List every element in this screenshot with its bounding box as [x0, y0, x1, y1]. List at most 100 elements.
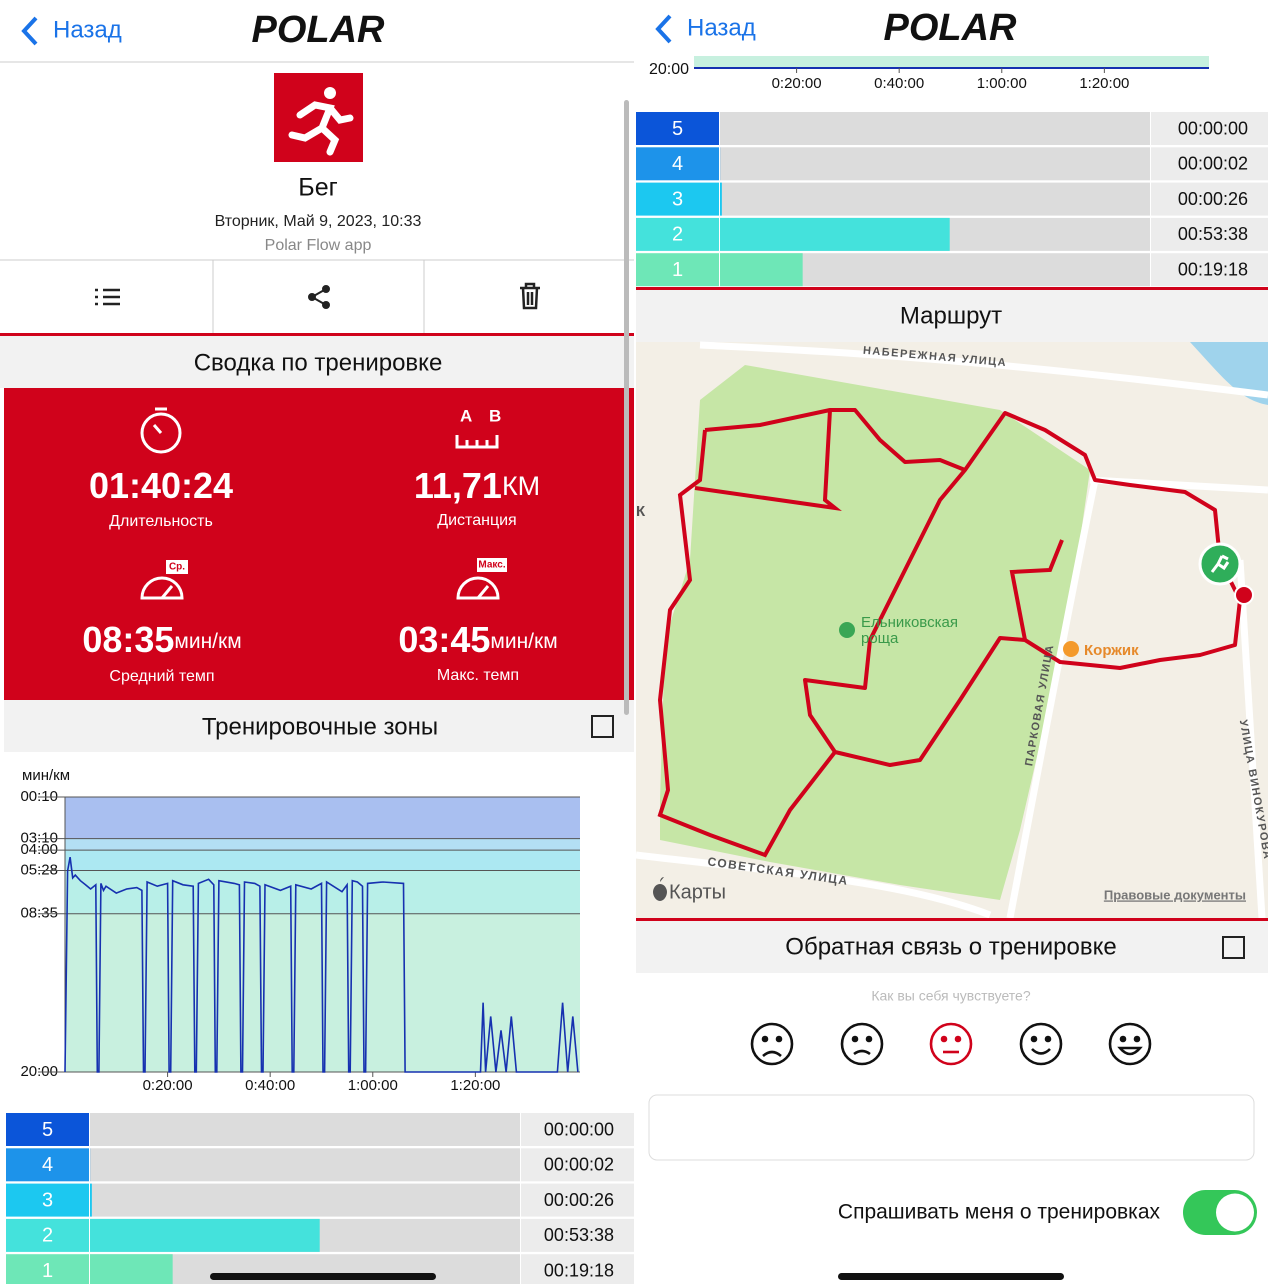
scrollbar — [624, 100, 629, 715]
zone-bar — [90, 1254, 173, 1284]
stat-number: 01:40:24 — [89, 465, 233, 506]
y-tick-label: 20:00 — [20, 1063, 58, 1080]
feedback-question: Как вы себя чувствуете? — [871, 988, 1030, 1004]
eye — [1044, 1035, 1052, 1043]
poi-label: роща — [861, 630, 899, 647]
zone-bar — [90, 1218, 320, 1252]
section-title: Обратная связь о тренировке — [785, 933, 1116, 960]
list-icon[interactable] — [95, 288, 120, 306]
poi-icon — [839, 622, 855, 638]
stat-number: 03:45 — [398, 619, 490, 660]
feeling-option[interactable] — [1019, 1022, 1063, 1066]
zone-bar — [720, 217, 950, 251]
eye — [954, 1035, 962, 1043]
zones-table: 5 00:00:00 4 00:00:02 3 00:00:26 2 00:53:38 1 00:… — [636, 112, 1268, 287]
zone-number: 1 — [42, 1260, 53, 1282]
zone-time-cell — [521, 1254, 634, 1284]
roads — [635, 341, 1268, 919]
legal-link[interactable]: Правовые документы — [1104, 887, 1246, 902]
stat-label: Длительность — [109, 513, 213, 530]
zone-track — [720, 112, 1150, 145]
end-marker[interactable] — [1234, 585, 1254, 605]
stats: 01:40:24 Длительность 11,71КМ Дистанция 08:3… — [82, 465, 557, 686]
eye — [1119, 1035, 1127, 1043]
route-line — [1009, 539, 1064, 641]
chart-strip — [694, 56, 1209, 68]
zone-time: 00:53:38 — [1178, 224, 1248, 244]
zone-number-cell — [636, 147, 719, 181]
stat-value: 11,71КМ — [414, 465, 540, 506]
stat-value: 01:40:24 — [89, 465, 233, 506]
map: НАБЕРЕЖНАЯ УЛИЦА Ельниковская роща Коржи… — [635, 341, 1268, 919]
x-tick-label: 1:00:00 — [977, 75, 1027, 92]
poi-label: Ельниковская — [861, 614, 958, 631]
zone-track — [90, 1183, 520, 1217]
zone-time-cell — [1151, 217, 1268, 251]
session-date: Вторник, Май 9, 2023, 10:33 — [215, 213, 422, 230]
badge: B — [489, 406, 501, 425]
zone-number-cell — [6, 1254, 89, 1284]
x-tick-label: 0:20:00 — [143, 1077, 193, 1094]
badge: A — [460, 406, 472, 425]
zone-track — [90, 1113, 520, 1146]
map-label: К — [636, 503, 646, 520]
stat-label: Средний темп — [109, 668, 214, 685]
zone-number-cell — [636, 217, 719, 251]
route-line — [657, 429, 837, 858]
summary-panel — [4, 388, 634, 700]
stat-number: 11,71 — [414, 465, 502, 506]
section-header — [636, 290, 1268, 342]
badge: Макс. — [478, 560, 505, 571]
eye — [1030, 1035, 1038, 1043]
back-button[interactable]: Назад — [53, 16, 122, 43]
face — [750, 1022, 794, 1066]
zone-track — [720, 182, 1150, 216]
zone-number: 3 — [672, 188, 683, 210]
logo: POLAR — [884, 7, 1018, 49]
feeling-option[interactable] — [1108, 1022, 1152, 1066]
badge-bg — [477, 558, 507, 572]
y-tick-label: 04:00 — [20, 841, 58, 858]
stat-number: 08:35 — [82, 619, 174, 660]
eye — [940, 1035, 948, 1043]
feeling-option[interactable] — [750, 1022, 794, 1066]
zone-time-cell — [1151, 112, 1268, 145]
pace-icon — [140, 576, 184, 600]
zone-number: 2 — [672, 224, 683, 246]
back-chevron[interactable] — [21, 16, 38, 46]
section-header — [636, 921, 1268, 973]
export-icon[interactable] — [591, 715, 614, 738]
zone-time-cell — [521, 1183, 634, 1217]
zone-bar — [90, 1183, 92, 1217]
zone-bar — [720, 182, 722, 216]
eye — [761, 1035, 769, 1043]
export-icon[interactable] — [1222, 936, 1245, 959]
section-header — [0, 336, 634, 388]
zone-time: 00:00:26 — [1178, 189, 1248, 209]
session-source: Polar Flow app — [265, 237, 372, 254]
back-chevron[interactable] — [655, 14, 672, 44]
accent-line — [0, 333, 634, 336]
x-axis: 0:20:00 0:40:00 1:00:00 1:20:00 — [772, 68, 1129, 92]
section-title: Тренировочные зоны — [202, 713, 438, 740]
feeling-option[interactable] — [840, 1022, 884, 1066]
zone-number: 4 — [42, 1154, 53, 1176]
zone-time: 00:00:02 — [544, 1155, 614, 1175]
x-tick-label: 0:40:00 — [874, 75, 924, 92]
zone-band — [65, 838, 580, 851]
feeling-option[interactable] — [929, 1022, 973, 1066]
apple-logo — [653, 877, 667, 901]
zone-band — [65, 850, 580, 871]
comment-input[interactable] — [648, 1094, 1255, 1161]
zone-number: 2 — [42, 1225, 53, 1247]
share-icon[interactable] — [308, 285, 330, 309]
zone-time-cell — [1151, 253, 1268, 287]
badge-bg — [166, 560, 188, 574]
back-button[interactable]: Назад — [687, 14, 756, 41]
delete-icon[interactable] — [520, 282, 540, 310]
y-tick-label: 20:00 — [649, 61, 689, 78]
zone-number: 5 — [672, 118, 683, 140]
zone-track — [720, 147, 1150, 181]
section-title: Маршрут — [900, 302, 1002, 329]
